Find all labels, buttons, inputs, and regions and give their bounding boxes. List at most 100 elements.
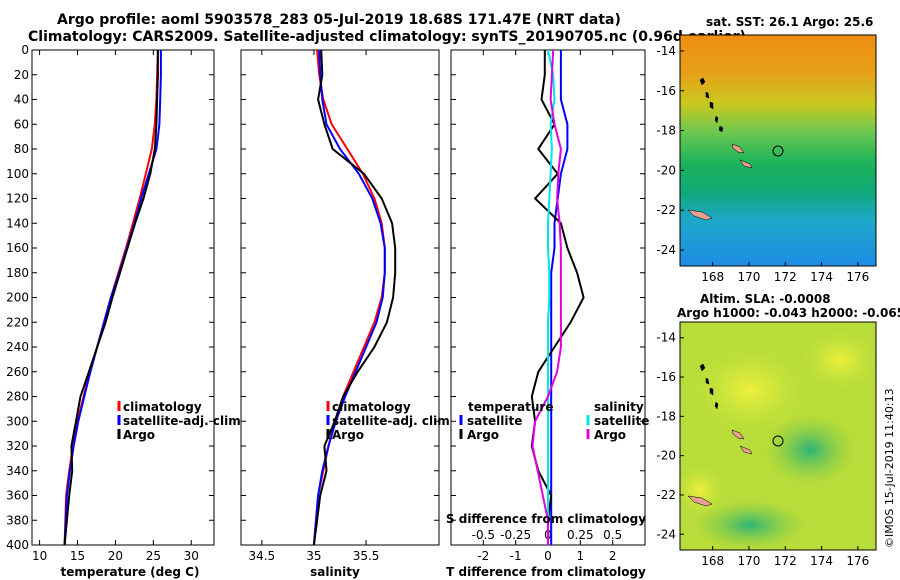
difference-panel: -2 -1 0 1 2 -0.5 -0.25 0 0.25 0.5 T difference f… [446, 49, 649, 579]
argo-location-marker [772, 435, 784, 447]
s-diff-tick-label: -0.25 [500, 528, 531, 542]
x-tick-label: 2 [609, 549, 617, 563]
legend-heading-salinity: salinity [594, 400, 644, 414]
sst-lon-ticks: 168 170 172 174 176 [701, 262, 869, 284]
lat-tick-label: -20 [656, 449, 676, 463]
salinity-panel: 34.5 35 35.5 salinity climatology satellit… [240, 49, 454, 579]
lon-tick-label: 172 [774, 554, 797, 568]
copyright-stamp: ©IMOS 15-Jul-2019 11:40:13 [883, 388, 896, 548]
depth-tick-label: 140 [6, 216, 29, 230]
temperature-xlabel: temperature (deg C) [61, 565, 200, 579]
depth-tick-label: 60 [14, 117, 29, 131]
legend-label-satellite: satellite-adj. clim. [332, 414, 454, 428]
series-line-temperature-satellite [550, 50, 569, 545]
lat-tick-label: -24 [656, 243, 676, 257]
sla-map-frame [679, 321, 877, 551]
legend-label-t-satellite: satellite [467, 414, 522, 428]
depth-tick-label: 40 [14, 93, 29, 107]
depth-tick-label: 180 [6, 266, 29, 280]
series-line-salinity-satellite [547, 50, 556, 545]
sla-map: -14 -16 -18 -20 -22 -24 168 170 172 174 176 [656, 321, 880, 568]
depth-tick-label: 200 [6, 291, 29, 305]
lat-tick-label: -14 [656, 44, 676, 58]
lat-tick-label: -18 [656, 409, 676, 423]
lon-tick-label: 174 [810, 270, 833, 284]
s-difference-xlabel: S difference from climatology [446, 512, 646, 526]
lat-tick-label: -16 [656, 370, 676, 384]
x-tick-label: 35.5 [353, 549, 380, 563]
lon-tick-label: 170 [738, 270, 761, 284]
depth-tick-label: 280 [6, 390, 29, 404]
legend-label-argo: Argo [123, 428, 155, 442]
x-tick-label: 1 [577, 549, 585, 563]
lat-tick-label: -18 [656, 124, 676, 138]
series-line-satellite-adj-clim- [63, 50, 162, 545]
legend-heading-temperature: temperature [468, 400, 553, 414]
temperature-axes [31, 49, 215, 546]
depth-tick-label: 160 [6, 241, 29, 255]
depth-tick-label: 360 [6, 489, 29, 503]
lon-tick-label: 168 [701, 554, 724, 568]
lon-tick-label: 170 [738, 554, 761, 568]
page-title-line2: Climatology: CARS2009. Satellite-adjuste… [28, 29, 746, 45]
x-tick-label: 25 [146, 549, 161, 563]
x-tick-label: 35 [306, 549, 321, 563]
legend-label-t-argo: Argo [467, 428, 499, 442]
s-diff-tick-label: -0.5 [472, 528, 495, 542]
s-diff-tick-label: 0.5 [603, 528, 622, 542]
lon-tick-label: 172 [774, 270, 797, 284]
argo-location-marker [772, 145, 784, 157]
salinity-legend: climatology satellite-adj. clim. Argo [326, 400, 454, 442]
depth-tick-label: 320 [6, 439, 29, 453]
lon-tick-label: 168 [701, 270, 724, 284]
x-tick-label: -1 [510, 549, 522, 563]
t-difference-xlabel: T difference from climatology [446, 565, 646, 579]
s-difference-xticks: -0.5 -0.25 0 0.25 0.5 [472, 528, 623, 542]
sla-lon-ticks: 168 170 172 174 176 [701, 546, 869, 568]
lon-tick-label: 176 [846, 270, 869, 284]
series-line-salinity-argo [531, 50, 562, 545]
x-tick-label: 30 [184, 549, 199, 563]
lat-tick-label: -24 [656, 527, 676, 541]
temperature-xticks: 10 15 20 25 30 [32, 50, 199, 563]
legend-label-s-satellite: satellite [594, 414, 649, 428]
depth-tick-label: 380 [6, 513, 29, 527]
salinity-xlabel: salinity [310, 565, 360, 579]
depth-tick-label: 220 [6, 315, 29, 329]
lat-tick-label: -20 [656, 163, 676, 177]
series-line-satellite-adj-clim- [312, 50, 386, 545]
depth-tick-label: 340 [6, 464, 29, 478]
depth-tick-label: 100 [6, 167, 29, 181]
lat-tick-label: -16 [656, 84, 676, 98]
temperature-legend: climatology satellite-adj. clim. Argo [117, 400, 245, 442]
lon-tick-label: 176 [846, 554, 869, 568]
sst-islands [687, 77, 753, 221]
x-tick-label: 10 [32, 549, 47, 563]
sst-map-title: sat. SST: 26.1 Argo: 25.6 [706, 15, 874, 29]
legend-label-climatology: climatology [123, 400, 202, 414]
x-tick-label: 15 [70, 549, 85, 563]
lon-tick-label: 174 [810, 554, 833, 568]
depth-tick-label: 240 [6, 340, 29, 354]
salinity-xticks: 34.5 35 35.5 [248, 50, 379, 563]
lat-tick-label: -22 [656, 203, 676, 217]
sst-map: -14 -16 -18 -20 -22 -24 168 170 172 174 176 [656, 34, 877, 284]
legend-label-satellite: satellite-adj. clim. [123, 414, 245, 428]
lat-tick-label: -14 [656, 331, 676, 345]
sla-map-title-2: Argo h1000: -0.043 h2000: -0.065 [677, 306, 900, 320]
depth-tick-label: 0 [21, 43, 29, 57]
sla-map-title-1: Altim. SLA: -0.0008 [700, 292, 831, 306]
maps-svg: -14-16-18-20-22-24 168 170 172 174 176 -14-1… [656, 34, 880, 568]
sst-field [680, 35, 876, 266]
depth-ticks: 0 20 40 60 80 100 120 140 160 180 200 220 240 260 280 3… [6, 43, 214, 552]
sla-lat-ticks: -14 -16 -18 -20 -22 -24 [656, 331, 684, 541]
salinity-axes [240, 49, 440, 546]
depth-tick-label: 20 [14, 68, 29, 82]
depth-tick-label: 80 [14, 142, 29, 156]
depth-tick-label: 260 [6, 365, 29, 379]
depth-tick-label: 120 [6, 192, 29, 206]
depth-tick-label: 300 [6, 414, 29, 428]
legend-label-s-argo: Argo [594, 428, 626, 442]
x-tick-label: 20 [108, 549, 123, 563]
temperature-panel: 0 20 40 60 80 100 120 140 160 180 200 220 240 260 280 3… [6, 43, 245, 579]
